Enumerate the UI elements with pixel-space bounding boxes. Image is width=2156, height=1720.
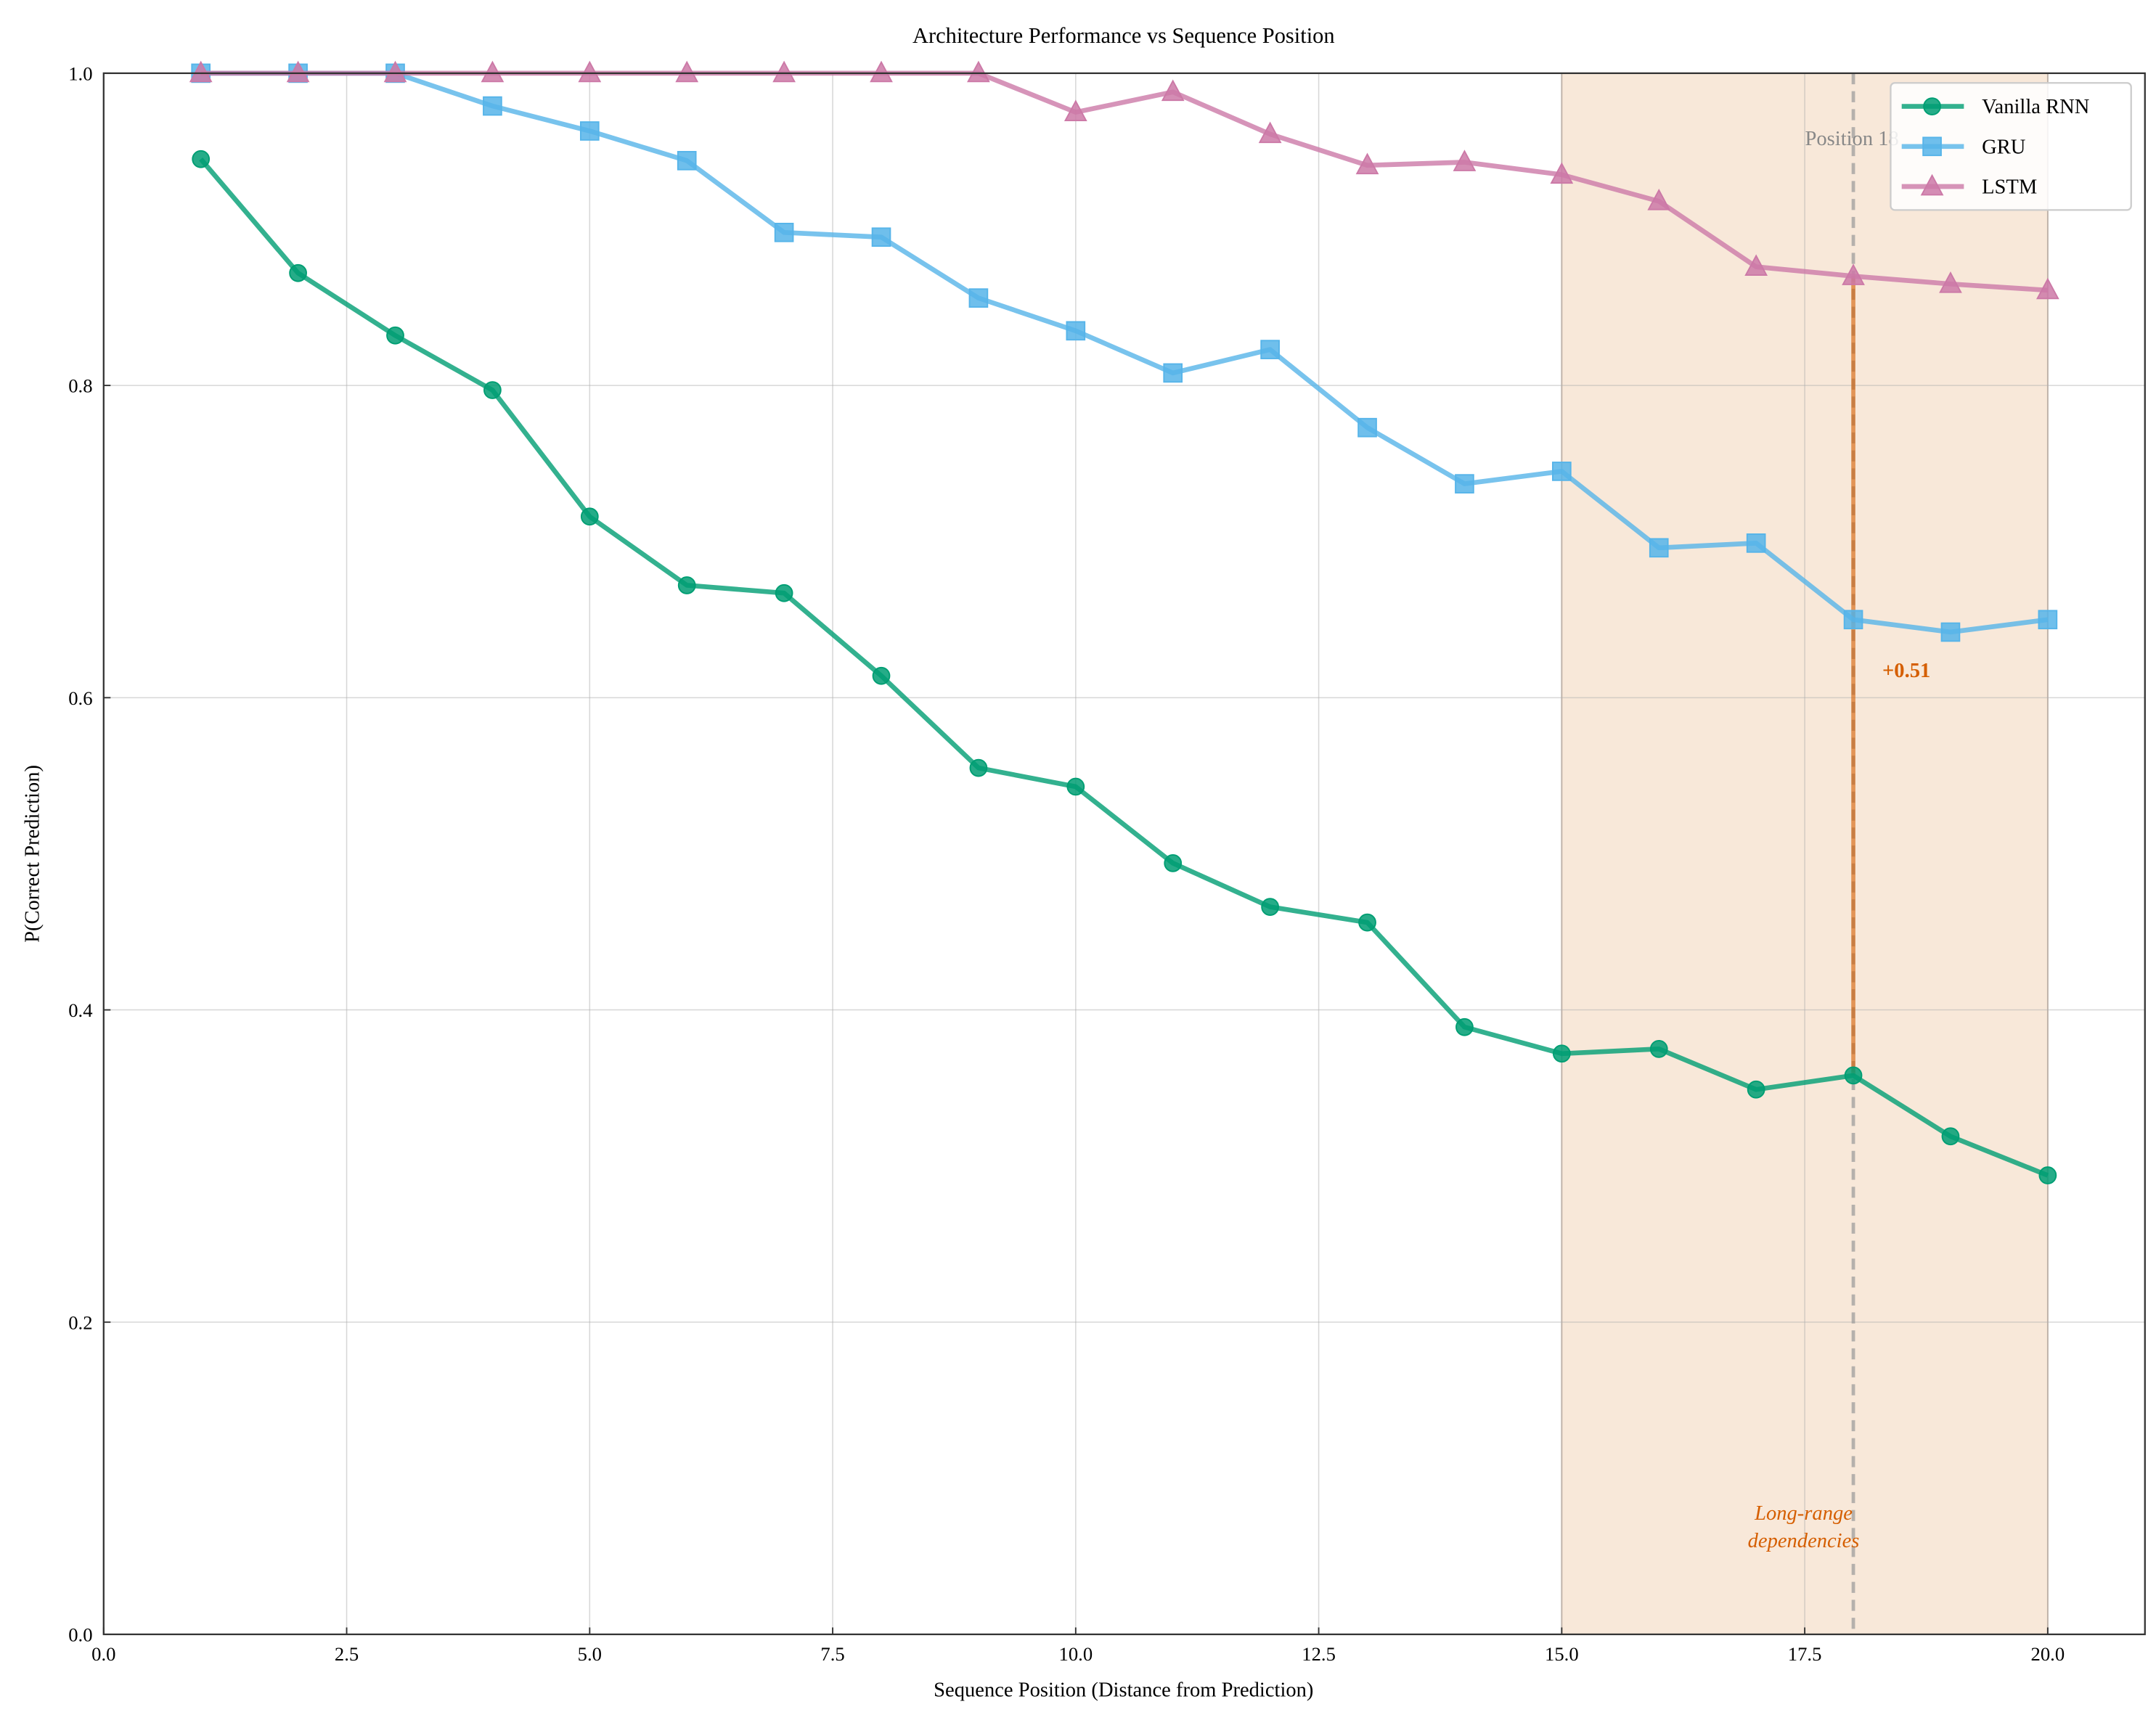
data-point-vanilla-rnn	[1649, 1039, 1668, 1058]
data-point-gru	[968, 288, 989, 308]
legend-marker-gru	[1922, 136, 1942, 157]
data-point-vanilla-rnn	[1455, 1017, 1474, 1036]
data-point-lstm	[1647, 189, 1671, 210]
shaded-region-label-line1: Long-range	[1754, 1502, 1853, 1525]
data-point-lstm	[1161, 79, 1185, 102]
data-point-gru	[1066, 321, 1086, 341]
data-point-gru	[1455, 474, 1474, 494]
legend-label-vanilla-rnn: Vanilla RNN	[1982, 96, 2089, 118]
x-tick-label: 0.0	[91, 1643, 115, 1665]
data-point-lstm	[870, 60, 893, 83]
x-tick-label: 15.0	[1545, 1643, 1579, 1665]
data-point-lstm	[1842, 263, 1865, 285]
data-point-lstm	[772, 60, 796, 83]
data-point-lstm	[481, 60, 505, 83]
data-point-vanilla-rnn	[1261, 898, 1280, 916]
legend: Vanilla RNN GRU LSTM	[1890, 82, 2132, 211]
data-point-vanilla-rnn	[969, 758, 988, 777]
data-point-lstm	[578, 60, 602, 83]
data-point-vanilla-rnn	[1844, 1066, 1863, 1085]
data-point-gru	[1940, 622, 1961, 642]
data-point-lstm	[383, 60, 407, 83]
data-point-vanilla-rnn	[1164, 853, 1183, 872]
x-tick-label: 20.0	[2031, 1643, 2065, 1665]
legend-label-gru: GRU	[1982, 136, 2026, 158]
data-point-lstm	[1453, 150, 1477, 171]
data-point-gru	[774, 222, 794, 242]
data-point-gru	[1163, 363, 1183, 383]
data-point-gru	[1649, 538, 1669, 558]
chart-title: Architecture Performance vs Sequence Pos…	[912, 23, 1335, 48]
data-point-lstm	[1550, 162, 1574, 184]
data-point-gru	[483, 96, 502, 116]
legend-marker-lstm	[1920, 173, 1944, 196]
data-point-gru	[1260, 340, 1280, 359]
data-point-vanilla-rnn	[677, 576, 696, 594]
y-axis-label: P(Correct Prediction)	[21, 765, 44, 943]
x-tick-label: 10.0	[1059, 1643, 1093, 1665]
data-point-lstm	[189, 60, 213, 83]
data-point-lstm	[286, 60, 310, 83]
reference-line-label: Position 18	[1805, 128, 1899, 150]
data-point-lstm	[967, 60, 990, 83]
data-point-vanilla-rnn	[1941, 1127, 1960, 1146]
series-line-vanilla-rnn	[199, 157, 2049, 1178]
data-point-lstm	[1744, 254, 1768, 276]
data-point-gru	[1746, 533, 1766, 553]
data-point-gru	[871, 227, 891, 247]
data-point-gru	[2038, 610, 2058, 630]
legend-label-lstm: LSTM	[1982, 176, 2037, 199]
y-tick-label: 0.8	[68, 375, 92, 397]
series-line-gru	[200, 70, 2049, 635]
data-point-vanilla-rnn	[872, 666, 891, 685]
data-point-gru	[677, 151, 697, 171]
data-point-vanilla-rnn	[1066, 777, 1085, 796]
x-tick-label: 12.5	[1302, 1643, 1336, 1665]
data-point-lstm	[2035, 277, 2059, 300]
data-point-lstm	[1063, 99, 1087, 122]
data-point-lstm	[675, 60, 699, 83]
data-point-vanilla-rnn	[2038, 1166, 2057, 1184]
y-tick-label: 0.0	[68, 1623, 92, 1645]
tick-layer: 0.0 2.5 5.0 7.5 10.0 12.5 15.0 17.5 20.0 0.0 0.2 0.…	[68, 62, 2065, 1665]
legend-box	[1890, 82, 2132, 211]
gap-annotation-label: +0.51	[1882, 660, 1930, 682]
data-point-vanilla-rnn	[1747, 1080, 1765, 1099]
data-point-lstm	[1258, 121, 1282, 144]
shaded-region-label-line2: dependencies	[1748, 1530, 1860, 1552]
y-tick-label: 1.0	[68, 62, 92, 84]
data-point-lstm	[1939, 271, 1962, 293]
x-tick-label: 2.5	[335, 1643, 359, 1665]
x-tick-label: 17.5	[1788, 1643, 1822, 1665]
y-tick-label: 0.6	[68, 687, 92, 709]
data-point-gru	[579, 121, 600, 141]
data-point-vanilla-rnn	[1358, 913, 1376, 932]
data-point-lstm	[1355, 152, 1379, 175]
data-point-vanilla-rnn	[192, 150, 211, 168]
x-tick-label: 7.5	[820, 1643, 844, 1665]
series-gru	[191, 63, 2058, 642]
y-tick-label: 0.2	[68, 1311, 92, 1333]
data-point-vanilla-rnn	[775, 583, 793, 602]
data-point-vanilla-rnn	[580, 507, 599, 526]
data-point-gru	[1357, 417, 1377, 438]
data-point-vanilla-rnn	[483, 381, 502, 399]
data-point-vanilla-rnn	[1552, 1044, 1571, 1063]
series-vanilla-rnn	[192, 150, 2057, 1184]
data-point-gru	[1843, 610, 1863, 630]
plot-frame	[102, 72, 2146, 1636]
data-point-gru	[1552, 462, 1572, 481]
data-point-vanilla-rnn	[289, 263, 307, 282]
y-tick-label: 0.4	[68, 999, 92, 1021]
x-tick-label: 5.0	[578, 1643, 602, 1665]
data-point-vanilla-rnn	[386, 326, 404, 345]
legend-marker-vanilla-rnn	[1923, 97, 1941, 115]
x-axis-label: Sequence Position (Distance from Predict…	[934, 1679, 1313, 1702]
series-layer	[189, 60, 2059, 1184]
